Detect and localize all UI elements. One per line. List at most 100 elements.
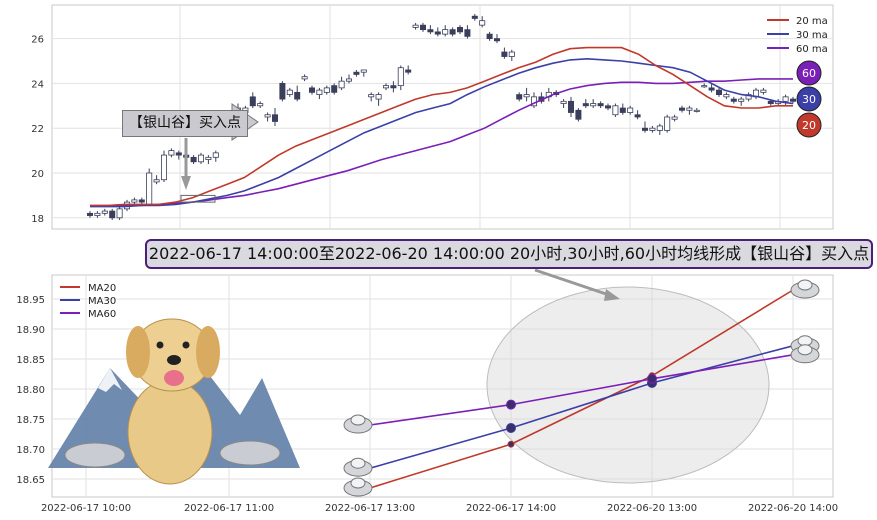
y-tick-label: 22 [31,124,44,135]
candle-body [257,103,264,107]
candle-body [308,87,315,93]
candle-body [523,94,530,98]
candle-body [767,100,774,104]
dog-eye-illustration [182,341,190,349]
candle-body [642,127,649,131]
candle-body [353,71,360,75]
candle-body [109,210,116,219]
x-tick-label: 2022-06-17 11:00 [184,503,274,514]
series-point [647,373,657,384]
candle-body [627,107,634,113]
ingot-icon [350,477,366,489]
dog-body-illustration [127,379,213,485]
silver-valley-callout: 【银山谷】买入点 [122,110,248,137]
candle-body [456,26,463,33]
x-tick-label: 2022-06-17 13:00 [325,503,415,514]
candle-body [612,105,619,116]
y-tick-label: 18 [31,214,44,225]
candle-body [634,114,641,118]
signal-zone-box [180,194,216,203]
legend-label: MA20 [88,283,116,294]
candle-body [101,210,108,214]
candle-body [434,31,441,35]
candle-body [486,33,493,39]
series-point [506,399,516,410]
candle-body [656,125,663,131]
candle-body [286,89,293,96]
candle-body [368,94,375,98]
dog-eye-illustration [156,341,164,349]
candle-body [345,78,352,82]
candle-body [316,89,323,96]
x-tick-label: 2022-06-17 14:00 [466,503,556,514]
signal-banner: 2022-06-17 14:00:00至2022-06-20 14:00:00 … [145,239,873,269]
candle-body [382,85,389,89]
candle-body [597,103,604,107]
candle-body [212,152,219,158]
candle-body [412,24,419,28]
candle-body [146,172,153,205]
ma-badge-30 [796,86,822,112]
candle-body [249,96,256,107]
candle-body [790,98,797,102]
ma-badge-20 [796,112,822,138]
dog-ear-illustration [196,326,220,378]
silver-ingot-illustration [219,440,281,466]
candle-body [294,91,301,100]
candle-body [271,114,278,122]
callout-arrow-head [181,176,191,190]
focus-ellipse [486,286,770,484]
candle-body [168,150,175,156]
candle-body [116,208,123,219]
candle-body [723,94,730,98]
dog-tongue-illustration [164,370,184,386]
ma-line-30-ma [90,57,794,208]
y-tick-label: 18.70 [16,445,45,456]
candle-body [138,199,145,203]
ma-line-20-ma [90,46,793,207]
candle-body [590,103,597,107]
ma-line-chart: 18.65 18.70 18.75 18.80 18.85 18.90 18.95 2022-… [16,268,838,514]
candle-body [760,89,767,93]
candle-body [582,103,589,107]
dog-ear-illustration [126,326,150,378]
candle-body [605,105,612,109]
candle-body [331,85,338,93]
candle-body [479,20,486,26]
candle-body [516,94,523,100]
candle-body [405,69,412,73]
candle-body [464,29,471,37]
x-tick-label: 2022-06-20 14:00 [748,503,838,514]
candle-body [160,154,167,181]
candle-body [501,51,508,57]
ma-line-60-ma [90,78,793,207]
x-tick-label: 2022-06-17 10:00 [41,503,131,514]
candle-body [323,87,330,93]
y-tick-label: 18.80 [16,385,45,396]
y-tick-label: 18.90 [16,325,45,336]
candle-body [390,85,397,89]
candle-body [493,38,500,42]
candle-body [419,24,426,31]
legend-label: 60 ma [796,44,828,55]
candle-body [664,116,671,131]
ingot-icon [350,414,366,426]
candle-body [131,199,138,203]
candle-body [264,114,271,118]
legend-label: 20 ma [796,16,828,27]
candle-body [471,15,478,19]
ma-badge-label: 30 [802,93,816,106]
silver-ingot-illustration [64,442,126,468]
y-tick-label: 24 [31,79,44,90]
y-tick-label: 18.95 [16,295,45,306]
candle-body [568,100,575,113]
candle-body [560,100,567,104]
candle-body [175,152,182,156]
ingot-icon [797,279,813,291]
legend-label: MA60 [88,309,116,320]
candle-body [671,116,678,120]
ma-badge-label: 20 [802,119,816,132]
banner-pointer-shaft [534,268,613,298]
dog-nose-illustration [167,355,181,365]
candle-body [360,69,367,73]
